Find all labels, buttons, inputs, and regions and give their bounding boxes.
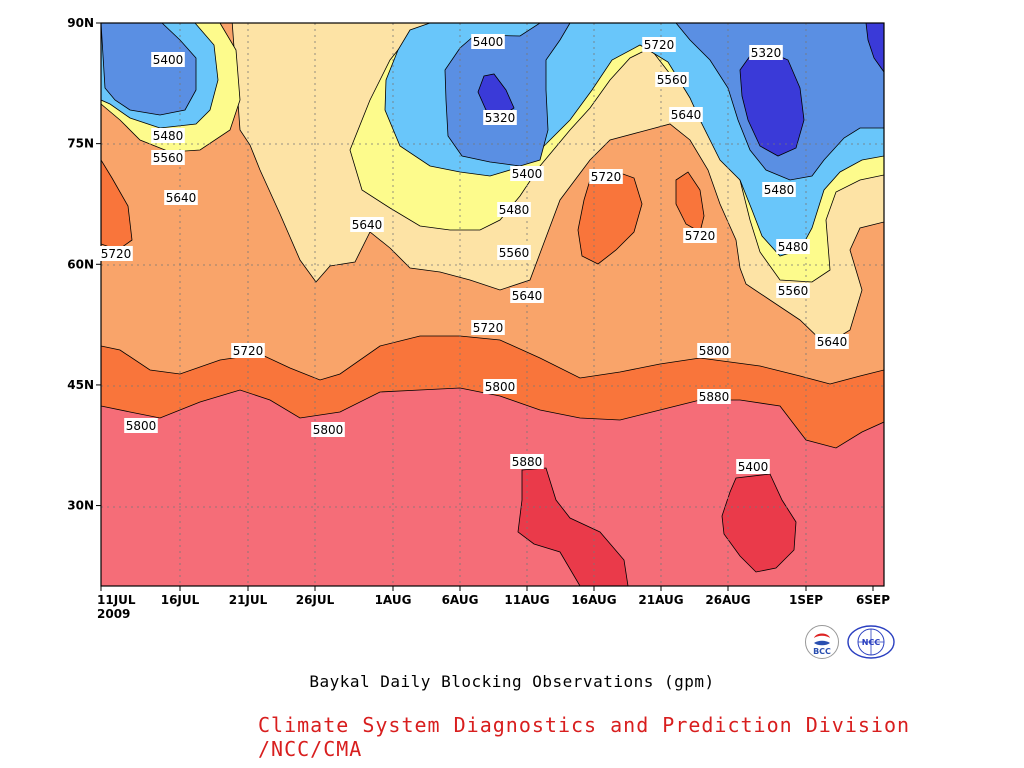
y-tick-label: 90N (67, 16, 94, 30)
contour-label: 5640 (352, 218, 383, 232)
x-tick-label: 11AUG (504, 593, 549, 607)
contour-label-bg (151, 52, 185, 67)
contour-label: 5560 (499, 246, 530, 260)
y-axis: 30N 45N 60N 75N 90N (67, 16, 101, 513)
contour-label: 5800 (699, 344, 730, 358)
contour-label: 5400 (738, 460, 769, 474)
contour-label-bg (655, 72, 689, 87)
contour-label-bg (99, 246, 133, 261)
y-tick-label: 45N (67, 378, 94, 392)
contour-label: 5880 (512, 455, 543, 469)
contour-label: 5880 (699, 390, 730, 404)
contour-label: 5720 (101, 247, 132, 261)
contour-label: 5560 (153, 151, 184, 165)
contour-label-bg (510, 454, 544, 469)
contour-label-bg (350, 217, 384, 232)
contour-label-bg (776, 283, 810, 298)
contour-label: 5640 (817, 335, 848, 349)
contour-label-bg (510, 288, 544, 303)
band-gt5880-11aug (517, 467, 629, 586)
contour-label: 5800 (313, 423, 344, 437)
contour-label: 5720 (233, 344, 264, 358)
x-tick-label: 6AUG (442, 593, 479, 607)
contour-label-bg (231, 343, 265, 358)
contour-label-bg (151, 128, 185, 143)
contour-label: 5560 (657, 73, 688, 87)
ncc-logo: NCC (847, 625, 895, 659)
contour-label: 5800 (485, 380, 516, 394)
x-axis: 11JUL 16JUL 21JUL 26JUL 1AUG 6AUG 11AUG 16AUG 21… (97, 586, 890, 621)
contour-chart: 5400 5480 5560 5640 5720 5720 5800 5800 5640 5400… (67, 16, 890, 621)
contour-label-bg (736, 459, 770, 474)
band-gt5880-29aug (721, 473, 797, 573)
contour-label-bg (471, 34, 505, 49)
contour-label-bg (483, 379, 517, 394)
contour-label-bg (815, 334, 849, 349)
contour-label-bg (483, 110, 517, 125)
svg-text:NCC: NCC (862, 638, 881, 647)
contour-label: 5720 (473, 321, 504, 335)
y-tick-label: 75N (67, 137, 94, 151)
x-tick-label: 26AUG (705, 593, 750, 607)
contour-label-bg (642, 37, 676, 52)
x-tick-label: 11JUL (97, 593, 136, 607)
x-tick-label: 1SEP (789, 593, 823, 607)
contour-label: 5480 (153, 129, 184, 143)
y-tick-label: 60N (67, 257, 94, 271)
chart-title: Baykal Daily Blocking Observations (gpm) (309, 672, 715, 691)
contour-label: 5640 (671, 108, 702, 122)
x-tick-label: 21AUG (638, 593, 683, 607)
band-5720-5800-west (101, 159, 133, 251)
chart-credit: Climate System Diagnostics and Predictio… (258, 713, 911, 761)
contour-label-bg (151, 150, 185, 165)
contour-label: 5720 (644, 38, 675, 52)
contour-label-bg (762, 182, 796, 197)
contour-label: 5640 (512, 289, 543, 303)
contour-label-bg (683, 228, 717, 243)
contour-label: 5720 (591, 170, 622, 184)
contour-label: 5400 (512, 167, 543, 181)
contour-label-bg (471, 320, 505, 335)
contour-label: 5400 (473, 35, 504, 49)
contour-fills (101, 23, 884, 586)
contour-label: 5480 (778, 240, 809, 254)
contour-labels: 5400 5480 5560 5640 5720 5720 5800 5800 5640 5400… (99, 34, 849, 474)
contour-label-bg (749, 45, 783, 60)
contour-label-bg (311, 422, 345, 437)
contour-label: 5480 (764, 183, 795, 197)
x-tick-label: 16AUG (571, 593, 616, 607)
contour-label-bg (510, 166, 544, 181)
x-year-label: 2009 (97, 607, 130, 621)
band-5720-5800-23aug (675, 171, 705, 233)
plot-frame (100, 22, 885, 587)
x-tick-label: 6SEP (856, 593, 890, 607)
contour-label-bg (669, 107, 703, 122)
x-tick-label: 16JUL (161, 593, 200, 607)
contour-label: 5320 (751, 46, 782, 60)
x-tick-label: 26JUL (296, 593, 335, 607)
contour-label-bg (697, 389, 731, 404)
contour-label: 5720 (685, 229, 716, 243)
contour-label: 5800 (126, 419, 157, 433)
contour-label: 5480 (499, 203, 530, 217)
contour-label-bg (124, 418, 158, 433)
contour-label-bg (776, 239, 810, 254)
contour-label: 5640 (166, 191, 197, 205)
svg-text:BCC: BCC (813, 647, 831, 656)
contour-label: 5560 (778, 284, 809, 298)
x-tick-label: 21JUL (229, 593, 268, 607)
contour-label-bg (164, 190, 198, 205)
contour-label-bg (497, 245, 531, 260)
x-tick-label: 1AUG (375, 593, 412, 607)
bcc-logo: BCC (805, 625, 839, 659)
contour-label: 5320 (485, 111, 516, 125)
y-tick-label: 30N (67, 499, 94, 513)
contour-label-bg (697, 343, 731, 358)
contour-label-bg (589, 169, 623, 184)
contour-label-bg (497, 202, 531, 217)
contour-label: 5400 (153, 53, 184, 67)
